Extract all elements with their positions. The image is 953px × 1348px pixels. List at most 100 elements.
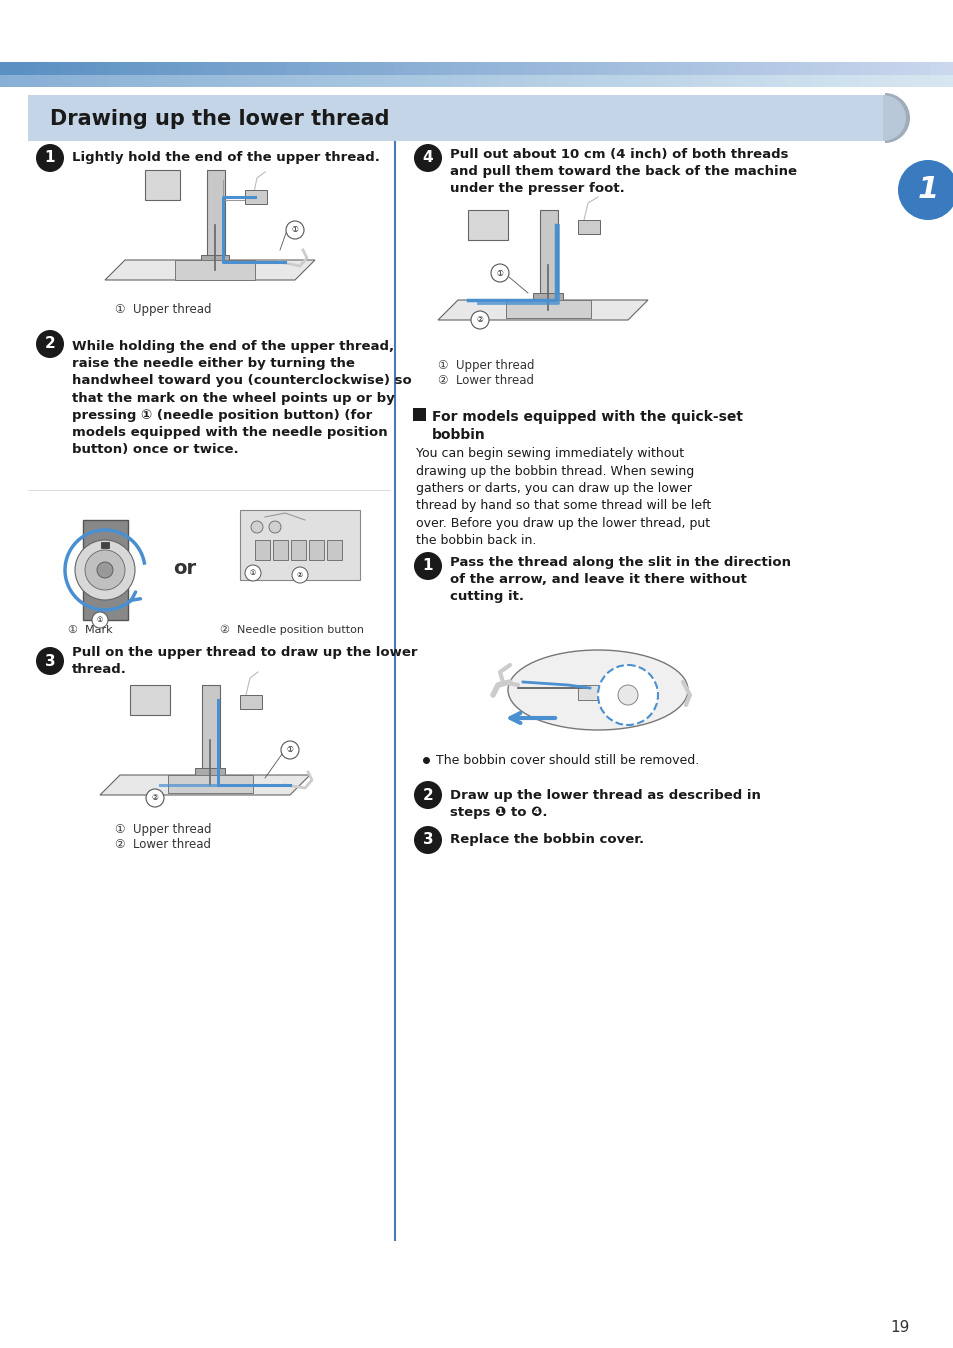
Bar [559,75,572,88]
Bar [917,75,929,88]
Bar [381,62,393,75]
Bar [416,75,429,88]
Bar [821,62,834,75]
Bar [83,75,95,88]
Bar [369,75,381,88]
Bar [762,62,774,75]
Bar [464,62,476,75]
Bar [71,75,83,88]
Bar [131,75,143,88]
Bar [297,75,310,88]
Bar [174,260,254,280]
Bar [798,62,810,75]
Circle shape [36,144,64,173]
Bar [429,62,440,75]
Bar [101,542,109,549]
Bar [95,62,107,75]
Bar [500,62,512,75]
Bar [202,62,214,75]
Bar [48,62,59,75]
Text: Drawing up the lower thread: Drawing up the lower thread [50,109,389,129]
Bar [429,75,440,88]
Bar [71,62,83,75]
Bar [131,62,143,75]
Bar [786,75,798,88]
Bar [559,62,572,75]
Bar [207,170,225,260]
Bar [59,62,71,75]
Bar [191,75,202,88]
Bar [691,75,702,88]
Text: Pass the thread along the slit in the direction
of the arrow, and leave it there: Pass the thread along the slit in the di… [450,555,790,604]
Bar [739,62,750,75]
Bar [702,62,715,75]
Bar [240,696,262,709]
Text: ①: ① [497,268,503,278]
Bar [11,75,24,88]
Bar [393,75,405,88]
Circle shape [897,160,953,220]
Bar [739,75,750,88]
Bar [0,75,11,88]
Bar [369,62,381,75]
Bar [548,62,559,75]
Bar [334,62,345,75]
Text: ①: ① [292,225,298,235]
Text: ②  Lower thread: ② Lower thread [115,838,211,852]
Bar [95,75,107,88]
Circle shape [146,789,164,807]
Bar [226,75,238,88]
Bar [291,541,306,559]
Bar [345,75,357,88]
Circle shape [36,330,64,359]
Bar [119,75,131,88]
Bar [548,75,559,88]
Bar [310,62,321,75]
Circle shape [414,551,441,580]
Circle shape [414,780,441,809]
Bar [178,75,191,88]
Bar [512,62,524,75]
Text: 1: 1 [422,558,433,573]
Bar [254,541,270,559]
Bar [869,75,882,88]
Text: or: or [173,558,196,577]
Bar [245,190,267,204]
Text: Draw up the lower thread as described in
steps ❶ to ❹.: Draw up the lower thread as described in… [450,789,760,820]
Bar [202,75,214,88]
Polygon shape [130,685,170,714]
Bar [655,62,667,75]
Text: For models equipped with the quick-set
bobbin: For models equipped with the quick-set b… [432,410,742,442]
Text: 1: 1 [45,151,55,166]
Bar [655,75,667,88]
Circle shape [85,550,125,590]
Circle shape [36,647,64,675]
Bar [143,75,154,88]
Circle shape [414,144,441,173]
Bar [500,75,512,88]
Bar [858,62,869,75]
Bar [250,75,262,88]
Text: While holding the end of the upper thread,
raise the needle either by turning th: While holding the end of the upper threa… [71,340,412,456]
Bar [107,62,119,75]
Bar [238,62,250,75]
Bar [321,62,334,75]
Polygon shape [145,170,180,200]
Bar [476,62,488,75]
Polygon shape [105,260,314,280]
Bar [810,75,821,88]
Bar [715,62,726,75]
Polygon shape [100,775,310,795]
Text: Lightly hold the end of the upper thread.: Lightly hold the end of the upper thread… [71,151,379,164]
Bar [643,62,655,75]
Circle shape [281,741,298,759]
Bar [83,520,128,620]
Text: ①: ① [250,570,255,576]
Bar [154,62,167,75]
Bar [274,62,286,75]
Circle shape [414,826,441,855]
Bar [536,75,548,88]
Text: 2: 2 [422,787,433,802]
Bar [536,62,548,75]
Bar [917,62,929,75]
